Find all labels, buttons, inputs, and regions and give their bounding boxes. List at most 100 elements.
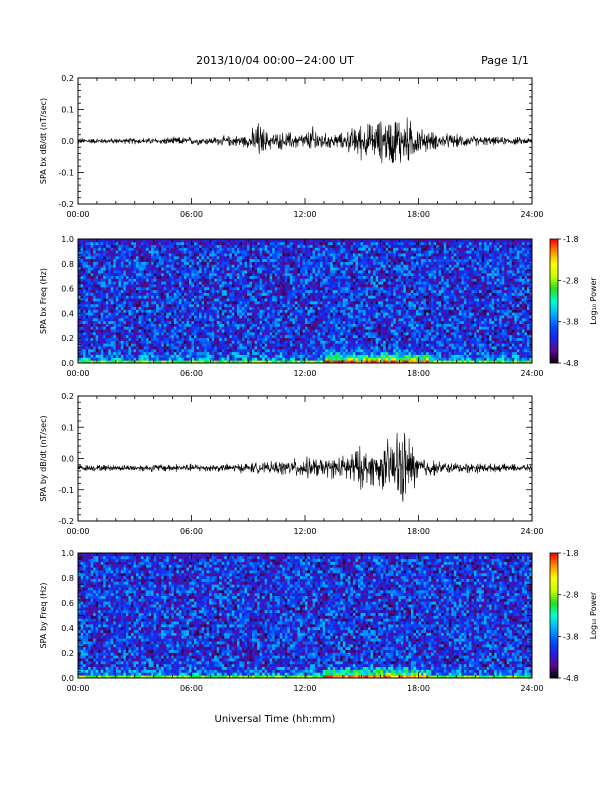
heatmap-cell bbox=[277, 270, 281, 274]
heatmap-cell bbox=[201, 343, 205, 347]
heatmap-cell bbox=[201, 267, 205, 271]
heatmap-cell bbox=[178, 253, 182, 257]
heatmap-cell bbox=[322, 334, 326, 339]
heatmap-cell bbox=[138, 332, 142, 336]
heatmap-cell bbox=[234, 247, 238, 251]
heatmap-cell bbox=[224, 261, 228, 265]
heatmap-cell bbox=[257, 357, 260, 361]
heatmap-cell bbox=[158, 289, 162, 293]
heatmap-cell bbox=[355, 323, 359, 327]
heatmap-cell bbox=[120, 258, 124, 262]
heatmap-cell bbox=[194, 286, 197, 291]
heatmap-cell bbox=[181, 244, 185, 248]
heatmap-cell bbox=[320, 354, 324, 358]
heatmap-cell bbox=[181, 317, 185, 322]
heatmap-cell bbox=[123, 253, 127, 257]
heatmap-cell bbox=[352, 241, 356, 246]
heatmap-cell bbox=[340, 346, 344, 350]
heatmap-cell bbox=[128, 255, 132, 260]
heatmap-cell bbox=[342, 298, 346, 302]
heatmap-cell bbox=[196, 309, 200, 313]
heatmap-cell bbox=[289, 244, 293, 248]
heatmap-cell bbox=[332, 295, 336, 299]
heatmap-cell bbox=[209, 281, 213, 285]
heatmap-cell bbox=[98, 255, 102, 260]
heatmap-cell bbox=[156, 320, 160, 324]
heatmap-cell bbox=[267, 275, 271, 279]
heatmap-cell bbox=[118, 332, 122, 336]
heatmap-cell bbox=[292, 239, 296, 243]
heatmap-cell bbox=[320, 258, 324, 262]
heatmap-cell bbox=[219, 278, 223, 282]
heatmap-cell bbox=[148, 272, 152, 277]
heatmap-cell bbox=[236, 301, 240, 305]
heatmap-cell bbox=[113, 241, 117, 246]
heatmap-cell bbox=[136, 255, 139, 260]
heatmap-cell bbox=[239, 337, 243, 341]
heatmap-cell bbox=[171, 317, 175, 322]
heatmap-cell bbox=[161, 289, 165, 293]
heatmap-cell bbox=[252, 239, 255, 243]
heatmap-cell bbox=[186, 326, 190, 330]
heatmap-cell bbox=[125, 312, 129, 316]
heatmap-cell bbox=[254, 241, 258, 246]
heatmap-cell bbox=[239, 261, 243, 265]
heatmap-cell bbox=[166, 247, 170, 251]
heatmap-cell bbox=[315, 351, 319, 355]
heatmap-cell bbox=[325, 312, 329, 316]
heatmap-cell bbox=[246, 298, 250, 302]
heatmap-cell bbox=[221, 239, 225, 243]
heatmap-cell bbox=[257, 323, 260, 327]
heatmap-cell bbox=[262, 239, 266, 243]
heatmap-cell bbox=[231, 247, 235, 251]
heatmap-cell bbox=[123, 326, 127, 330]
heatmap-cell bbox=[113, 281, 117, 285]
heatmap-cell bbox=[264, 360, 268, 364]
heatmap-cell bbox=[229, 272, 233, 277]
heatmap-cell bbox=[236, 239, 240, 243]
heatmap-cell bbox=[327, 306, 331, 310]
heatmap-cell bbox=[100, 250, 104, 254]
heatmap-cell bbox=[267, 264, 271, 268]
heatmap-cell bbox=[246, 289, 250, 293]
heatmap-cell bbox=[269, 292, 273, 296]
heatmap-cell bbox=[347, 323, 351, 327]
heatmap-cell bbox=[277, 298, 281, 302]
heatmap-cell bbox=[264, 292, 268, 296]
heatmap-cell bbox=[292, 295, 296, 299]
heatmap-cell bbox=[330, 272, 334, 277]
heatmap-cell bbox=[345, 253, 349, 257]
heatmap-cell bbox=[229, 275, 233, 279]
heatmap-cell bbox=[337, 253, 341, 257]
heatmap-cell bbox=[302, 272, 306, 277]
heatmap-cell bbox=[277, 292, 281, 296]
heatmap-cell bbox=[110, 334, 114, 339]
heatmap-cell bbox=[103, 250, 107, 254]
heatmap-cell bbox=[274, 326, 278, 330]
heatmap-cell bbox=[141, 337, 144, 341]
heatmap-cell bbox=[98, 326, 102, 330]
heatmap-cell bbox=[264, 303, 268, 308]
heatmap-cell bbox=[274, 278, 278, 282]
heatmap-cell bbox=[254, 337, 258, 341]
heatmap-cell bbox=[216, 267, 220, 271]
heatmap-cell bbox=[120, 306, 124, 310]
heatmap-cell bbox=[264, 295, 268, 299]
heatmap-cell bbox=[191, 326, 195, 330]
heatmap-cell bbox=[330, 264, 334, 268]
heatmap-cell bbox=[214, 332, 218, 336]
heatmap-cell bbox=[188, 340, 192, 344]
heatmap-cell bbox=[83, 354, 86, 358]
heatmap-cell bbox=[320, 289, 324, 293]
heatmap-cell bbox=[337, 267, 341, 271]
heatmap-cell bbox=[83, 306, 86, 310]
heatmap-cell bbox=[214, 261, 218, 265]
heatmap-cell bbox=[299, 323, 303, 327]
heatmap-cell bbox=[204, 315, 208, 319]
heatmap-cell bbox=[272, 258, 276, 262]
heatmap-cell bbox=[277, 334, 281, 339]
heatmap-cell bbox=[128, 337, 132, 341]
heatmap-cell bbox=[188, 303, 192, 308]
heatmap-cell bbox=[209, 334, 213, 339]
